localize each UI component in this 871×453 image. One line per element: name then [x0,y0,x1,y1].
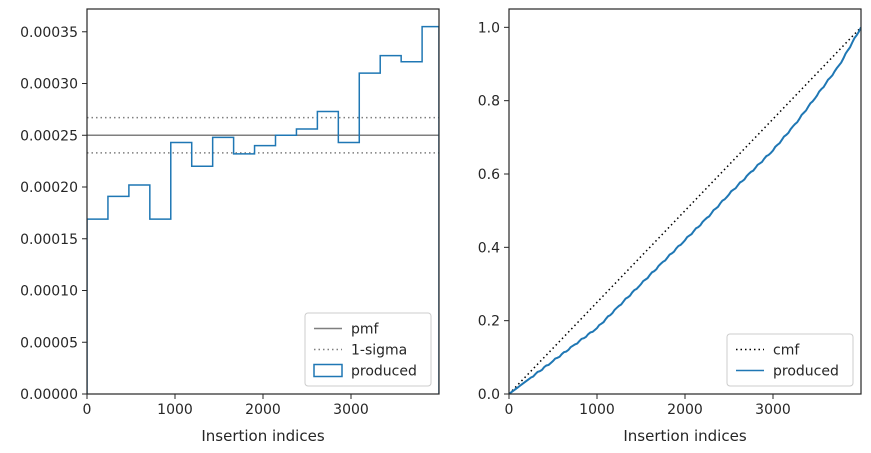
x-tick-label: 0 [83,402,92,418]
y-tick-label: 0.00010 [20,284,78,300]
cmf-line [509,26,861,394]
legend-label: pmf [351,322,380,338]
legend: pmf 1-sigma produced [304,312,432,387]
histogram-bin [150,219,171,394]
histogram-bin [192,166,213,394]
y-tick-label: 0.00015 [20,232,78,248]
y-tick-label: 0.00035 [20,25,78,41]
plot-area [509,26,861,394]
histogram-bin [275,135,296,394]
x-tick-label: 3000 [755,402,791,418]
histogram-bin [234,154,255,394]
histogram-bin [108,196,129,394]
legend-label: 1-sigma [351,343,407,359]
histogram-panel: 0 1000 2000 3000 0.00000 0.00005 0.00010 0.0001… [20,8,440,445]
y-tick-label: 0.00030 [20,77,78,93]
legend-swatch [313,363,343,378]
x-tick-label: 1000 [157,402,193,418]
x-axis-label: Insertion indices [201,427,324,445]
y-tick-label: 0.6 [478,167,500,183]
x-tick-label: 2000 [667,402,703,418]
y-tick-label: 0.00000 [20,387,78,403]
x-tick-label: 1000 [579,402,615,418]
x-tick-label: 2000 [245,402,281,418]
y-tick-label: 0.00005 [20,335,78,351]
cumulative-panel: 0 1000 2000 3000 0.0 0.2 0.4 0.6 0.8 1.0 Insertion… [478,8,862,445]
legend-box [304,312,432,387]
y-tick-label: 1.0 [478,20,500,36]
y-tick-label: 0.2 [478,314,500,330]
legend-label: produced [351,364,417,380]
histogram-bin [171,143,192,394]
histogram-bin [255,146,276,394]
histogram-bin [129,185,150,394]
y-tick-label: 0.0 [478,387,500,403]
x-tick-label: 3000 [333,402,369,418]
y-tick-label: 0.00020 [20,180,78,196]
y-tick-label: 0.4 [478,240,500,256]
produced-line [509,26,861,394]
legend-box [726,333,854,387]
legend-label: cmf [773,343,800,359]
histogram-bin [213,137,234,394]
x-axis-label: Insertion indices [623,427,746,445]
histogram-bin [87,219,108,394]
legend: cmf produced [726,333,854,387]
histogram-step-series [87,25,439,394]
y-tick-label: 0.8 [478,94,500,110]
y-tick-label: 0.00025 [20,128,78,144]
x-tick-label: 0 [505,402,514,418]
plot-area [87,25,439,394]
legend-label: produced [773,364,839,380]
